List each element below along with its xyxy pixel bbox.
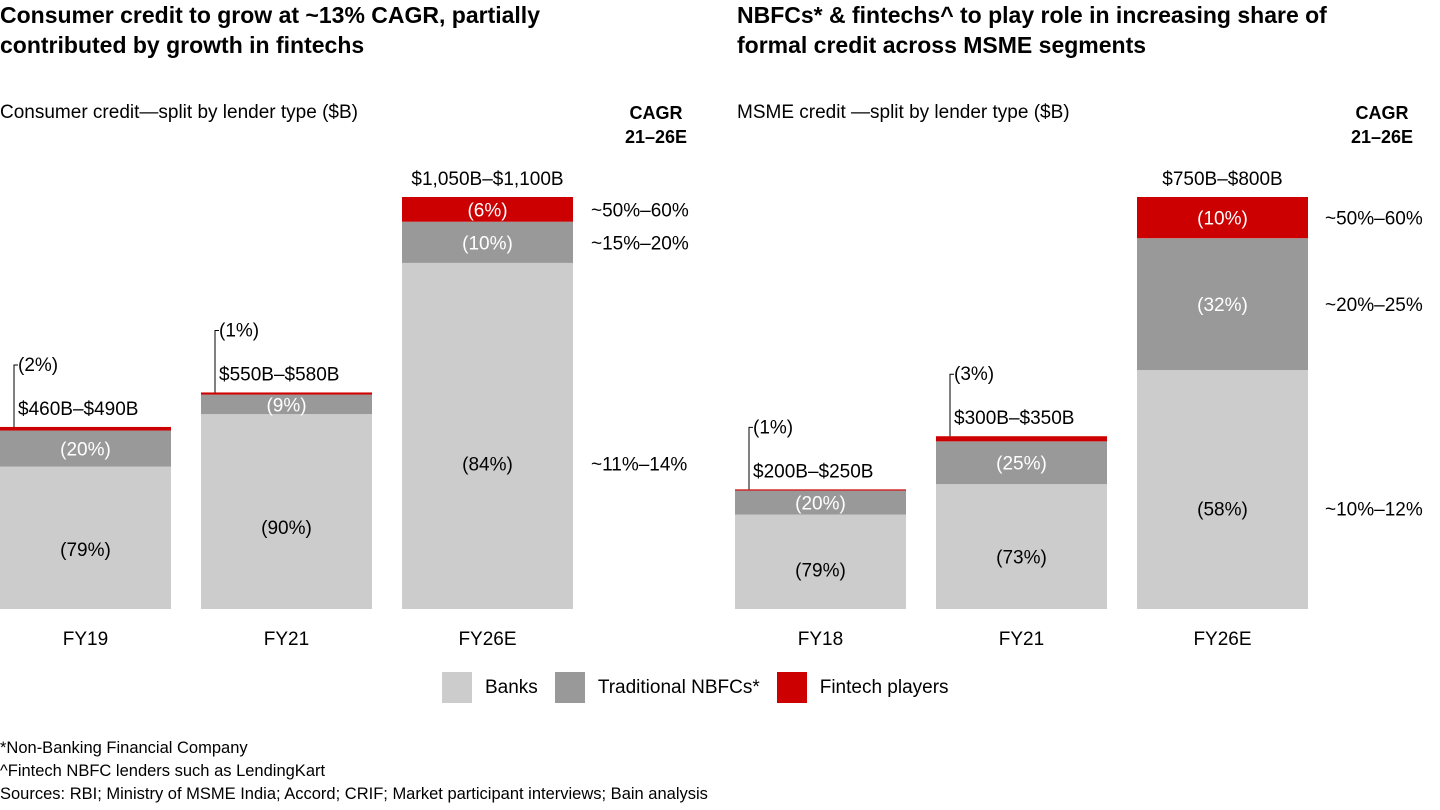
msme-bar-fy21-nbfc xyxy=(936,441,1107,485)
msme-label-fy21-fintech: (3%) xyxy=(954,364,994,385)
consumer-label-fy21-nbfc: (9%) xyxy=(266,395,306,416)
msme-label-fy18-fintech: (1%) xyxy=(753,417,793,438)
legend: Banks Traditional NBFCs* Fintech players xyxy=(442,672,966,703)
consumer-label-fy19-banks: (79%) xyxy=(60,540,111,561)
msme-cagr-banks: ~10%–12% xyxy=(1325,500,1423,521)
consumer-category-fy21: FY21 xyxy=(264,629,309,650)
msme-total-fy26e: $750B–$800B xyxy=(1162,169,1282,190)
msme-label-fy26e-nbfc: (32%) xyxy=(1197,295,1248,316)
consumer-bar-fy21-nbfc xyxy=(201,394,372,415)
legend-swatch-nbfc xyxy=(554,672,585,703)
consumer-bar-fy19-banks xyxy=(0,466,171,609)
left-chart-title: Consumer credit to grow at ~13% CAGR, pa… xyxy=(0,0,540,60)
left-chart-subtitle: Consumer credit—split by lender type ($B… xyxy=(0,102,358,123)
left-title-line-2: contributed by growth in fintechs xyxy=(0,32,365,58)
consumer-label-fy26e-banks: (84%) xyxy=(462,455,513,476)
consumer-bar-fy21-fintech xyxy=(201,392,372,395)
footnote-nbfc: *Non-Banking Financial Company xyxy=(0,739,248,757)
consumer-leader-fy21 xyxy=(214,329,219,393)
consumer-category-fy19: FY19 xyxy=(63,629,108,650)
msme-bar-fy26e-nbfc xyxy=(1137,238,1308,371)
legend-item-fintech: Fintech players xyxy=(776,672,949,703)
consumer-label-fy19-fintech: (2%) xyxy=(18,355,58,376)
consumer-cagr-banks: ~11%–14% xyxy=(591,455,687,476)
msme-category-fy26e: FY26E xyxy=(1193,629,1251,650)
consumer-label-fy21-fintech: (1%) xyxy=(219,320,259,341)
legend-item-banks: Banks xyxy=(442,672,538,703)
msme-bar-fy18-nbfc xyxy=(735,490,906,515)
right-chart-title: NBFCs* & fintechs^ to play role in incre… xyxy=(737,0,1327,60)
legend-label-fintech: Fintech players xyxy=(819,676,949,698)
footnote-fintech: ^Fintech NBFC lenders such as LendingKar… xyxy=(0,762,326,780)
left-cagr-header: CAGR 21–26E xyxy=(601,101,711,149)
consumer-bar-fy26e-nbfc xyxy=(402,221,573,263)
right-title-line-2: formal credit across MSME segments xyxy=(737,32,1147,58)
legend-label-nbfc: Traditional NBFCs* xyxy=(597,676,760,698)
footnote-sources: Sources: RBI; Ministry of MSME India; Ac… xyxy=(0,785,708,803)
consumer-total-fy26e: $1,050B–$1,100B xyxy=(411,169,563,190)
consumer-label-fy26e-fintech: (6%) xyxy=(467,200,507,221)
right-title-line-1: NBFCs* & fintechs^ to play role in incre… xyxy=(737,2,1327,28)
consumer-cagr-fintech: ~50%–60% xyxy=(591,200,689,221)
left-cagr-header-line1: CAGR xyxy=(629,103,683,123)
msme-bar-fy26e-fintech xyxy=(1137,197,1308,239)
msme-bar-fy18-banks xyxy=(735,514,906,609)
msme-cagr-nbfc: ~20%–25% xyxy=(1325,295,1423,316)
msme-bar-fy21-fintech xyxy=(936,436,1107,442)
consumer-cagr-nbfc: ~15%–20% xyxy=(591,233,689,254)
msme-label-fy21-nbfc: (25%) xyxy=(996,454,1047,475)
msme-label-fy26e-banks: (58%) xyxy=(1197,500,1248,521)
legend-swatch-fintech xyxy=(776,672,807,703)
msme-total-fy18: $200B–$250B xyxy=(753,461,873,482)
right-cagr-header: CAGR 21–26E xyxy=(1327,101,1437,149)
legend-swatch-banks xyxy=(442,672,472,703)
consumer-bar-fy21-banks xyxy=(201,414,372,609)
msme-bar-fy21-banks xyxy=(936,484,1107,609)
consumer-total-fy19: $460B–$490B xyxy=(18,399,138,420)
consumer-bar-fy19-nbfc xyxy=(0,430,171,467)
msme-leader-fy21 xyxy=(949,373,954,437)
msme-total-fy21: $300B–$350B xyxy=(954,408,1074,429)
msme-label-fy18-banks: (79%) xyxy=(795,560,846,581)
right-cagr-header-line2: 21–26E xyxy=(1350,127,1414,147)
consumer-label-fy19-nbfc: (20%) xyxy=(60,440,111,461)
left-cagr-header-line2: 21–26E xyxy=(624,127,688,147)
consumer-bar-fy26e-banks xyxy=(402,262,573,609)
left-title-line-1: Consumer credit to grow at ~13% CAGR, pa… xyxy=(0,2,540,28)
right-cagr-header-line1: CAGR xyxy=(1355,103,1409,123)
consumer-leader-fy19 xyxy=(13,364,18,427)
consumer-total-fy21: $550B–$580B xyxy=(219,364,339,385)
legend-item-nbfc: Traditional NBFCs* xyxy=(554,672,760,703)
msme-bar-fy18-fintech xyxy=(735,489,906,491)
consumer-category-fy26e: FY26E xyxy=(458,629,516,650)
consumer-label-fy26e-nbfc: (10%) xyxy=(462,233,513,254)
msme-label-fy21-banks: (73%) xyxy=(996,548,1047,569)
consumer-bar-fy26e-fintech xyxy=(402,197,573,222)
msme-leader-fy18 xyxy=(748,426,753,490)
footnotes: *Non-Banking Financial Company ^Fintech … xyxy=(0,737,708,806)
msme-label-fy18-nbfc: (20%) xyxy=(795,494,846,515)
msme-bar-fy26e-banks xyxy=(1137,370,1308,609)
msme-category-fy21: FY21 xyxy=(999,629,1044,650)
msme-cagr-fintech: ~50%–60% xyxy=(1325,209,1423,230)
right-chart-subtitle: MSME credit —split by lender type ($B) xyxy=(737,102,1070,123)
consumer-bar-fy19-fintech xyxy=(0,426,171,431)
consumer-label-fy21-banks: (90%) xyxy=(261,518,312,539)
msme-category-fy18: FY18 xyxy=(798,629,843,650)
msme-label-fy26e-fintech: (10%) xyxy=(1197,209,1248,230)
legend-label-banks: Banks xyxy=(485,676,538,698)
